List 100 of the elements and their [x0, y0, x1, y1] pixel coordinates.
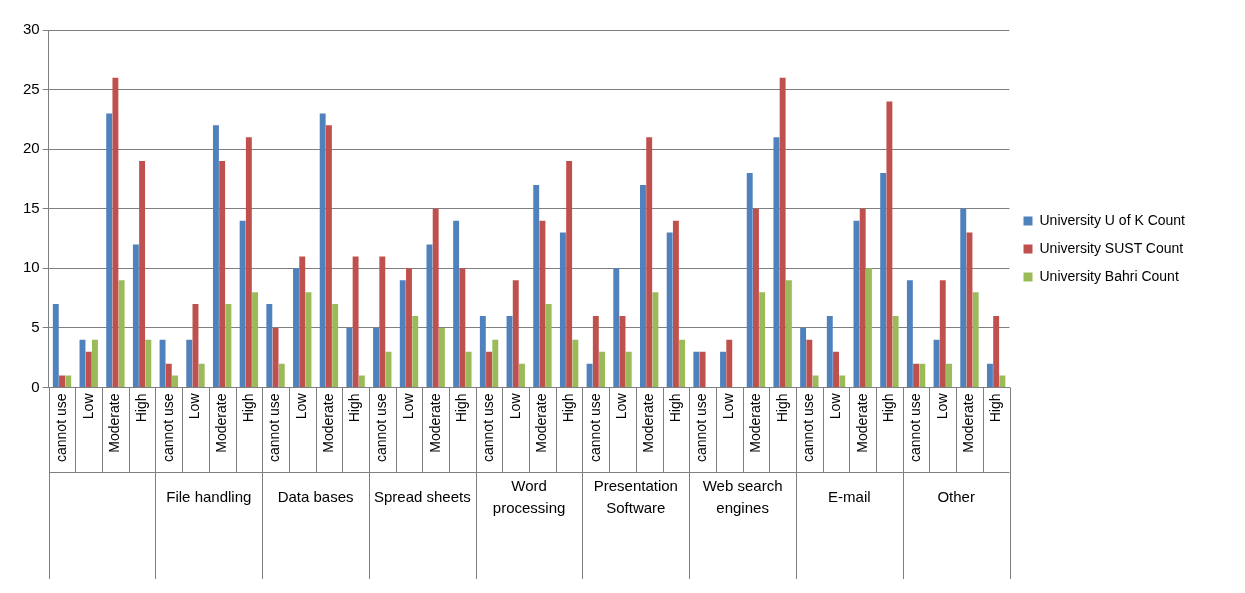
bar	[646, 137, 653, 387]
x-tick-label: Moderate	[533, 393, 550, 453]
bar	[412, 316, 419, 387]
bar	[52, 304, 59, 387]
bar	[913, 363, 920, 387]
bar	[239, 220, 246, 387]
bar	[399, 280, 406, 387]
x-tick-label: Moderate	[640, 393, 657, 453]
bar	[533, 184, 540, 387]
bar	[746, 173, 753, 387]
bar	[252, 292, 259, 387]
bar	[373, 327, 380, 387]
bar	[332, 304, 339, 387]
text: File handling	[166, 488, 252, 506]
bar	[993, 316, 1000, 387]
y-tick-label: 30	[23, 20, 40, 38]
x-tick-label: Moderate	[213, 393, 230, 453]
x-tick-label: Moderate	[746, 393, 763, 453]
bar	[519, 363, 525, 387]
bar	[65, 375, 72, 387]
bar	[85, 351, 92, 387]
bar	[325, 125, 332, 387]
text: Presentation Software	[593, 477, 678, 517]
text: Other	[937, 488, 975, 506]
x-tick-label: Low	[613, 392, 630, 420]
y-tick-label: 0	[31, 377, 40, 395]
x-tick-label: Moderate	[319, 393, 336, 453]
x-tick-label: Low	[720, 392, 737, 420]
x-tick-label: Moderate	[426, 393, 443, 453]
bar	[172, 375, 178, 387]
bar	[759, 292, 766, 387]
bar	[586, 363, 593, 387]
x-tick-label: High	[346, 393, 363, 423]
bar	[839, 375, 846, 387]
bar	[198, 363, 205, 387]
bar	[432, 208, 439, 387]
x-tick-label: Low	[399, 392, 416, 420]
bar	[726, 339, 733, 387]
bar	[139, 161, 146, 387]
bar	[145, 339, 152, 387]
bar	[753, 208, 759, 387]
bar	[438, 327, 445, 387]
bar	[479, 316, 486, 387]
x-tick-label: cannot use	[586, 393, 603, 462]
x-tick-label: cannot use	[479, 393, 496, 462]
x-tick-label: High	[773, 393, 790, 423]
bar	[859, 208, 866, 387]
text: Word processing	[492, 477, 566, 517]
bar	[833, 351, 839, 387]
bar	[346, 327, 353, 387]
bar	[779, 77, 786, 387]
x-tick-label: High	[132, 393, 149, 423]
bar	[826, 316, 833, 387]
bar	[492, 339, 499, 387]
bar	[559, 232, 566, 387]
x-tick-label: cannot use	[693, 393, 710, 462]
x-tick-label: High	[453, 393, 470, 423]
x-tick-label: High	[880, 393, 897, 423]
bar	[865, 268, 872, 387]
bar	[773, 137, 780, 387]
bar	[59, 375, 65, 387]
bar	[652, 292, 659, 387]
bar	[278, 363, 285, 387]
bar	[512, 280, 519, 387]
bar	[960, 208, 967, 387]
x-tick-label: High	[666, 393, 683, 423]
x-tick-label: Low	[186, 392, 203, 420]
x-tick-label: cannot use	[159, 393, 176, 462]
text: E-mail	[828, 488, 871, 506]
bar	[800, 327, 807, 387]
x-tick-label: High	[559, 393, 576, 423]
x-tick-label: cannot use	[373, 393, 390, 462]
bar	[699, 351, 706, 387]
bar	[785, 280, 792, 387]
bar	[545, 304, 552, 387]
bar	[640, 184, 646, 387]
bar	[972, 292, 979, 387]
bar	[159, 339, 166, 387]
bar	[293, 268, 299, 387]
bar	[812, 375, 819, 387]
bar	[720, 351, 726, 387]
bar	[613, 268, 620, 387]
y-tick-label: 5	[31, 318, 40, 336]
bar	[886, 101, 893, 387]
bar	[592, 316, 599, 387]
bar	[906, 280, 913, 387]
bar	[426, 244, 433, 387]
y-tick-label: 15	[23, 198, 40, 216]
y-tick-label: 20	[23, 139, 40, 157]
x-tick-label: Moderate	[106, 393, 123, 453]
text: Data bases	[277, 488, 354, 506]
bar	[358, 375, 365, 387]
x-tick-label: cannot use	[52, 393, 69, 462]
bar	[219, 161, 226, 387]
y-tick-label: 25	[23, 79, 40, 97]
bar	[625, 351, 632, 387]
bar	[245, 137, 252, 387]
x-tick-label: Low	[826, 392, 843, 420]
bar	[379, 256, 386, 387]
bar	[406, 268, 412, 387]
